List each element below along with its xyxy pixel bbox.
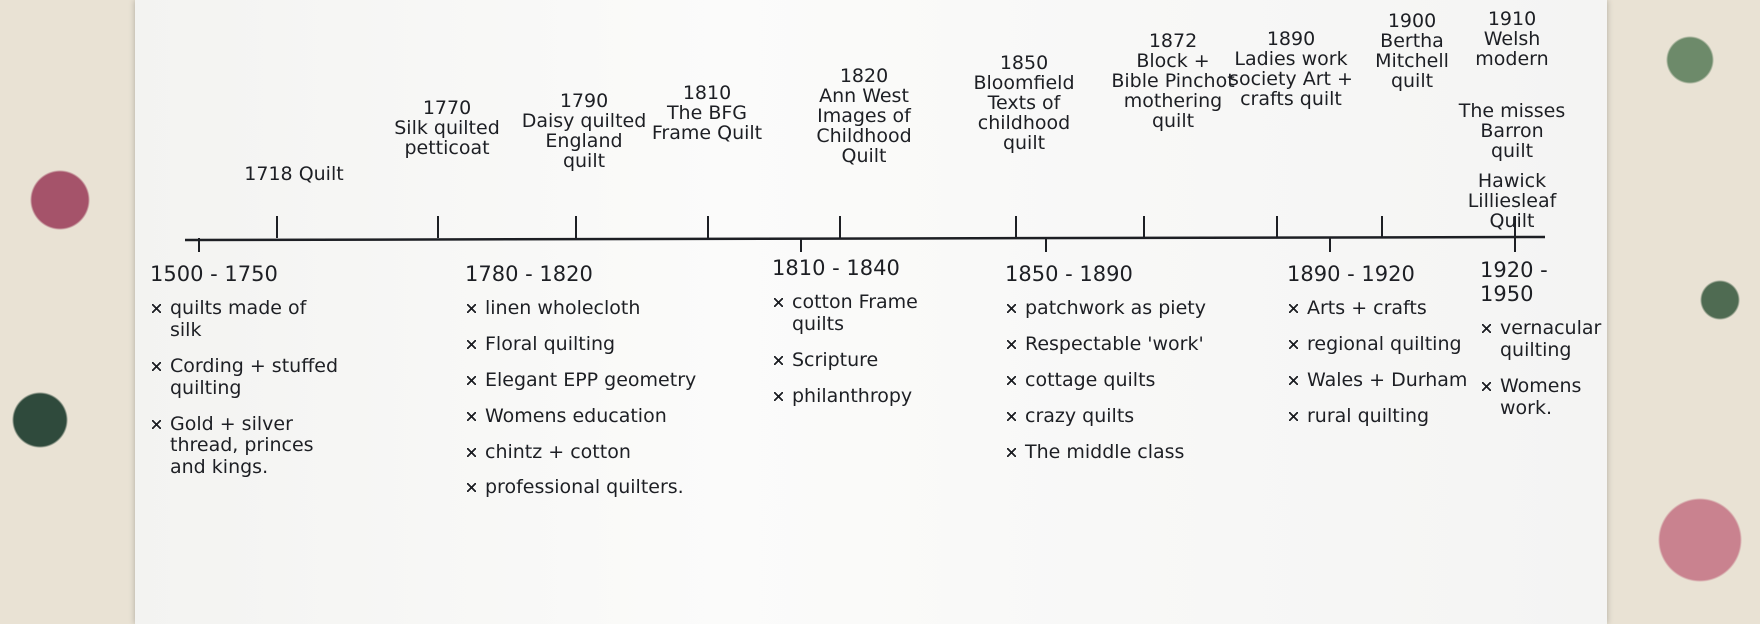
quilt-year: 1820 xyxy=(839,65,889,87)
period-item: Wales + Durham xyxy=(1287,369,1497,392)
quilt-year: 1770 xyxy=(422,97,472,119)
quilt-label: 1872 Block + Bible Pinchot mothering quil… xyxy=(1111,30,1236,132)
period-item: professional quilters. xyxy=(465,477,765,499)
period: 1890 - 1920 Arts + crafts regional quiltin… xyxy=(1287,262,1497,442)
quilt-text: Hawick Lilliesleaf Quilt xyxy=(1467,170,1557,232)
period-item: chintz + cotton xyxy=(465,441,765,464)
period-item: patchwork as piety xyxy=(1005,297,1255,320)
paper xyxy=(135,0,1607,624)
period: 1920 - 1950 vernacular quilting Womens wor… xyxy=(1480,258,1601,434)
quilt-text: Ladies work society Art + crafts quilt xyxy=(1229,47,1353,110)
period-item: rural quilting xyxy=(1287,405,1497,428)
quilt-year: 1910 xyxy=(1487,8,1537,30)
quilt-text: The BFG Frame Quilt xyxy=(651,101,763,144)
quilt-text: Ann West Images of Childhood Quilt xyxy=(816,84,912,167)
period: 1850 - 1890 patchwork as piety Respectable… xyxy=(1005,262,1255,477)
quilt-label: 1790 Daisy quilted England quilt xyxy=(521,90,647,172)
period-item: Elegant EPP geometry xyxy=(465,369,765,392)
quilt-text: Block + Bible Pinchot mothering quilt xyxy=(1111,49,1235,132)
period: 1810 - 1840 cotton Frame quilts Scripture p… xyxy=(772,256,972,422)
period-range: 1920 - 1950 xyxy=(1480,258,1548,307)
quilt-text: Silk quilted petticoat xyxy=(394,116,500,159)
period-range: 1850 - 1890 xyxy=(1005,262,1133,286)
axis-line xyxy=(184,235,1546,242)
period-item: crazy quilts xyxy=(1005,405,1255,428)
period-item: cottage quilts xyxy=(1005,369,1255,392)
quilt-label: 1810 The BFG Frame Quilt xyxy=(645,82,770,144)
period-range: 1780 - 1820 xyxy=(465,262,593,286)
quilt-text: Welsh modern xyxy=(1475,27,1549,70)
period-item: Arts + crafts xyxy=(1287,297,1497,320)
period-item: Respectable 'work' xyxy=(1005,333,1255,356)
quilt-label: 1770 Silk quilted petticoat xyxy=(385,97,510,159)
period-item: The middle class xyxy=(1005,441,1255,464)
period-range: 1810 - 1840 xyxy=(772,256,900,280)
period-range: 1890 - 1920 xyxy=(1287,262,1415,286)
quilt-label: 1890 Ladies work society Art + crafts qui… xyxy=(1229,28,1354,110)
period-item: cotton Frame quilts xyxy=(772,291,972,336)
period: 1500 - 1750 quilts made of silk Cording + … xyxy=(150,262,340,493)
quilt-label: 1718 Quilt xyxy=(232,163,357,185)
quilt-year: 1900 xyxy=(1387,10,1437,32)
period-range: 1500 - 1750 xyxy=(150,262,278,286)
quilt-year: 1872 xyxy=(1148,30,1198,52)
quilt-year: 1810 xyxy=(682,82,732,104)
quilt-text: Bertha Mitchell quilt xyxy=(1375,29,1449,92)
period-item: Gold + silver thread, princes and kings. xyxy=(150,413,340,480)
period-item: vernacular quilting xyxy=(1480,317,1601,362)
period-item: philanthropy xyxy=(772,385,972,408)
period-item: Womens work. xyxy=(1480,375,1600,420)
quilt-label: 1820 Ann West Images of Childhood Quilt xyxy=(802,65,927,167)
quilt-text: 1718 Quilt xyxy=(244,163,344,185)
quilt-label: Hawick Lilliesleaf Quilt xyxy=(1457,170,1567,232)
quilt-year: 1850 xyxy=(999,52,1049,74)
period-item: regional quilting xyxy=(1287,333,1497,356)
quilt-year: 1890 xyxy=(1266,28,1316,50)
period: 1780 - 1820 linen wholecloth Floral quilti… xyxy=(465,262,765,513)
period-item: Cording + stuffed quilting xyxy=(150,355,340,400)
period-item: quilts made of silk xyxy=(150,297,340,342)
period-item: Scripture xyxy=(772,349,972,372)
period-item: linen wholecloth xyxy=(465,297,765,320)
quilt-label: 1900 Bertha Mitchell quilt xyxy=(1357,10,1467,92)
quilt-text: Bloomfield Texts of childhood quilt xyxy=(973,71,1075,154)
period-item: Floral quilting xyxy=(465,333,765,356)
quilt-label: The misses Barron quilt xyxy=(1457,100,1567,162)
quilt-text: The misses Barron quilt xyxy=(1458,100,1566,162)
quilt-text: Daisy quilted England quilt xyxy=(521,109,647,172)
quilt-label: 1850 Bloomfield Texts of childhood quilt xyxy=(962,52,1087,154)
period-item: Womens education xyxy=(465,405,765,428)
quilt-year: 1790 xyxy=(559,90,609,112)
quilt-label: 1910 Welsh modern xyxy=(1457,8,1567,70)
